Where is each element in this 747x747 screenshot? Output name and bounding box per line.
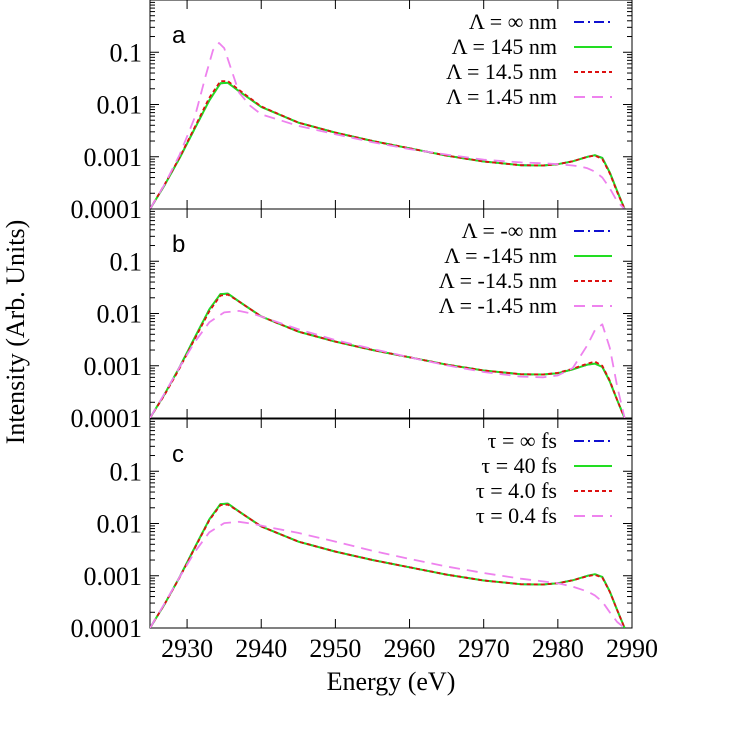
- series-line-medium: [150, 293, 626, 418]
- legend-label: τ = ∞ fs: [488, 428, 557, 453]
- x-tick-label: 2980: [532, 634, 584, 663]
- series-group: [150, 502, 626, 628]
- legend-label: Λ = 1.45 nm: [446, 84, 557, 109]
- y-tick-label: 0.1: [110, 457, 143, 486]
- legend-label: Λ = -∞ nm: [462, 218, 557, 243]
- legend-label: Λ = -1.45 nm: [439, 293, 557, 318]
- legend-label: τ = 4.0 fs: [476, 478, 557, 503]
- y-tick-label: 0.01: [97, 510, 143, 539]
- x-tick-label: 2930: [161, 634, 213, 663]
- y-tick-label: 0.1: [110, 247, 143, 276]
- x-tick-label: 2940: [235, 634, 287, 663]
- plot-frame: [149, 0, 633, 210]
- y-tick-label: 0.001: [84, 562, 143, 591]
- x-tick-label: 2950: [309, 634, 361, 663]
- y-tick-label: 0.0001: [71, 404, 143, 433]
- series-line-small: [150, 520, 626, 628]
- y-tick-label: 0.1: [110, 38, 143, 67]
- y-tick-label: 0.0001: [71, 195, 143, 224]
- legend-label: Λ = -145 nm: [444, 243, 557, 268]
- legend-label: Λ = 145 nm: [452, 34, 557, 59]
- y-tick-label: 0.001: [84, 352, 143, 381]
- panel-label: b: [172, 231, 185, 258]
- series-line-small: [150, 42, 626, 209]
- y-tick-label: 0.0001: [71, 614, 143, 643]
- y-axis-label: Intensity (Arb. Units): [1, 220, 30, 445]
- panel-label: a: [172, 22, 186, 49]
- y-tick-label: 0.01: [97, 91, 143, 120]
- series-line-medium: [150, 503, 626, 628]
- x-tick-label: 2960: [384, 634, 436, 663]
- x-axis-label: Energy (eV): [327, 667, 456, 696]
- legend-label: τ = 40 fs: [481, 453, 557, 478]
- panel-label: c: [172, 441, 184, 468]
- y-tick-label: 0.01: [97, 300, 143, 329]
- x-tick-label: 2990: [606, 634, 658, 663]
- series-line-small: [150, 309, 626, 418]
- series-group: [150, 42, 626, 209]
- legend-label: τ = 0.4 fs: [476, 503, 557, 528]
- series-group: [150, 292, 626, 418]
- legend-label: Λ = ∞ nm: [469, 9, 557, 34]
- legend-label: Λ = 14.5 nm: [446, 59, 557, 84]
- y-tick-label: 0.001: [84, 143, 143, 172]
- x-tick-label: 2970: [458, 634, 510, 663]
- legend-label: Λ = -14.5 nm: [439, 268, 557, 293]
- panel-c: 0.0001 0.001 0.01 0.1 2930 2940 2950 2960 2970 29…: [71, 418, 658, 663]
